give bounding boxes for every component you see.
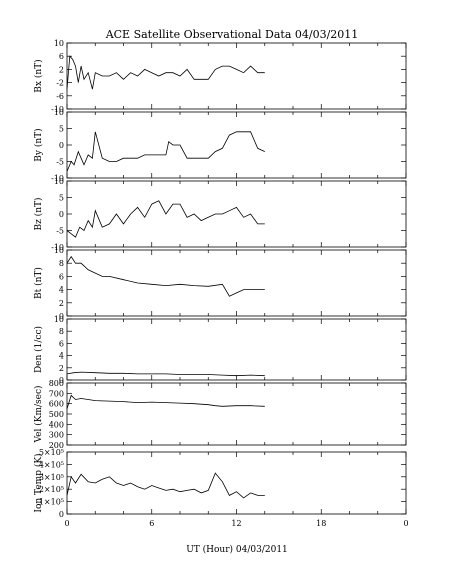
y-tick-label: -5 xyxy=(56,158,64,167)
y-tick-label: 10 xyxy=(54,39,64,48)
y-tick-label: 1×10⁵ xyxy=(39,498,64,507)
y-tick-label: 500 xyxy=(49,410,64,419)
panel-frame xyxy=(66,42,407,110)
y-axis-label: Bt (nT) xyxy=(33,267,44,299)
y-axis-label: Bx (nT) xyxy=(33,59,44,92)
x-axis-label: UT (Hour) 04/03/2011 xyxy=(186,544,288,555)
series-line-0-0 xyxy=(66,55,265,90)
y-tick-label: 5×10⁵ xyxy=(39,448,64,457)
y-tick-label: 2×10⁵ xyxy=(39,485,64,494)
panel-1: 10 5 0 -5 -10 By (nT) xyxy=(33,108,407,183)
y-tick-label: 2 xyxy=(59,65,64,74)
series-line-2-0 xyxy=(66,200,265,238)
y-tick-label: 4 xyxy=(59,286,64,295)
y-tick-label: 400 xyxy=(49,420,64,429)
panel-frame xyxy=(66,318,407,381)
y-tick-label: 0 xyxy=(59,510,64,519)
y-tick-label: 0 xyxy=(59,210,64,219)
y-tick-label: 8 xyxy=(59,259,64,268)
y-tick-label: -5 xyxy=(56,227,64,236)
panel-frame xyxy=(66,451,407,515)
x-tick-label: 18 xyxy=(316,519,326,528)
y-tick-label: 10 xyxy=(54,246,64,255)
y-tick-label: 600 xyxy=(49,400,64,409)
chart-title: ACE Satellite Observational Data 04/03/2… xyxy=(105,28,359,41)
y-tick-label: 2 xyxy=(59,364,64,373)
y-tick-label: 700 xyxy=(49,389,64,398)
y-tick-label: -10 xyxy=(51,174,64,183)
y-tick-label: 10 xyxy=(54,108,64,117)
panel-4: 10 8 6 4 2 0 Den (1/cc) xyxy=(33,315,407,385)
y-tick-label: 5 xyxy=(59,125,64,134)
y-tick-label: -6 xyxy=(56,92,64,101)
y-tick-label: 6 xyxy=(59,52,64,61)
series-line-1-0 xyxy=(66,131,265,172)
panel-frame xyxy=(66,382,407,446)
x-tick-label: 0 xyxy=(403,519,408,528)
x-tick-label: 0 xyxy=(64,519,69,528)
panel-2: 10 5 0 -5 -10 Bz (nT) xyxy=(33,177,407,252)
y-axis-label: Vel (Km/sec) xyxy=(33,385,44,443)
y-tick-label: -2 xyxy=(56,79,64,88)
y-tick-label: 200 xyxy=(49,441,64,450)
y-tick-label: 5 xyxy=(59,194,64,203)
panel-3: 10 8 6 4 2 0 Bt (nT) xyxy=(33,246,407,321)
series-line-5-0 xyxy=(66,394,265,409)
y-tick-label: 10 xyxy=(54,177,64,186)
x-tick-label: 12 xyxy=(231,519,241,528)
y-tick-label: 2 xyxy=(59,299,64,308)
y-tick-label: -10 xyxy=(51,243,64,252)
panel-frame xyxy=(66,111,407,179)
y-tick-label: 4 xyxy=(59,352,64,361)
panel-0: 10 6 2 -2 -6 -10 Bx (nT) xyxy=(33,39,407,114)
x-tick-label: 6 xyxy=(149,519,154,528)
y-tick-label: 0 xyxy=(59,141,64,150)
panel-frame xyxy=(66,249,407,317)
y-tick-label: 6 xyxy=(59,339,64,348)
y-axis-label: By (nT) xyxy=(33,128,44,161)
y-tick-label: -10 xyxy=(51,105,64,114)
y-tick-label: 10 xyxy=(54,315,64,324)
y-tick-label: 800 xyxy=(49,379,64,388)
y-tick-label: 0 xyxy=(59,312,64,321)
y-axis-label: Bz (nT) xyxy=(33,197,44,230)
panel-6: 5×10⁵ 4×10⁵ 3×10⁵ 2×10⁵ 1×10⁵ 0 Ion Temp (K) 0 6… xyxy=(33,448,409,528)
panel-frame xyxy=(66,180,407,248)
y-tick-label: 3×10⁵ xyxy=(39,473,64,482)
y-tick-label: 6 xyxy=(59,272,64,281)
y-tick-label: 0 xyxy=(59,376,64,385)
y-tick-label: 300 xyxy=(49,431,64,440)
series-line-6-0 xyxy=(66,472,265,499)
y-axis-label: Ion Temp (K) xyxy=(33,453,44,512)
series-line-3-0 xyxy=(66,255,265,297)
y-tick-label: 8 xyxy=(59,327,64,336)
series-line-4-0 xyxy=(66,371,265,377)
y-tick-label: 4×10⁵ xyxy=(39,460,64,469)
y-axis-label: Den (1/cc) xyxy=(33,326,44,373)
